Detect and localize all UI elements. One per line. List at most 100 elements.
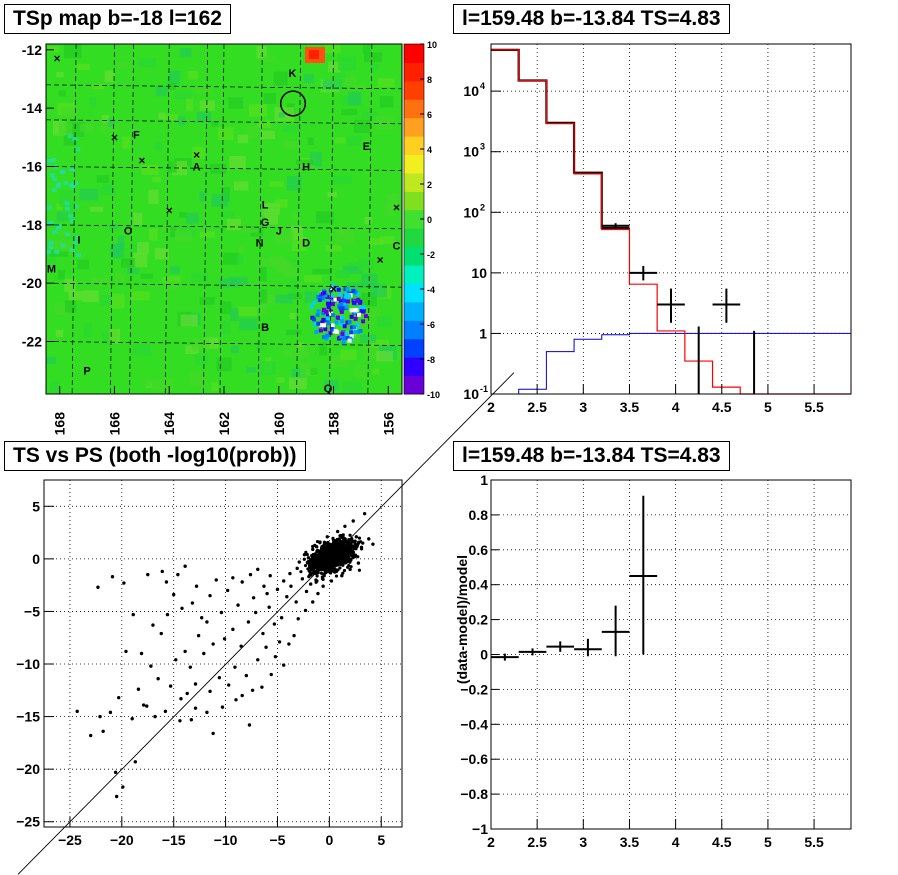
spectrum-y-tick-label: 10 [471, 265, 487, 281]
map-pixel [228, 97, 243, 109]
scatter-x-tick-label: −25 [58, 832, 82, 848]
map-pixel [312, 317, 317, 322]
map-pixel [56, 71, 64, 78]
map-grid-line [329, 43, 334, 395]
scatter-point [88, 733, 93, 738]
map-pixel [122, 136, 131, 150]
map-pixel [341, 334, 346, 339]
map-pixel [90, 206, 104, 212]
scatter-point [300, 577, 305, 581]
map-pixel [79, 123, 95, 132]
scatter-cluster-point [299, 570, 303, 574]
map-pixel [349, 314, 354, 319]
map-pixel [342, 324, 347, 329]
map-pixel [256, 120, 272, 128]
scatter-cluster-point [339, 556, 343, 560]
map-pixel [345, 320, 350, 325]
map-pixel [328, 288, 333, 293]
map-grid-line [45, 224, 403, 230]
ts-map-panel: K F E A H L G J N D O I C M B P Q × × × × × × × × -12 -14 -16 -18 -20… [0, 0, 449, 437]
map-pixel [230, 276, 248, 286]
spectrum-series-1 [491, 49, 851, 395]
spectrum-y-tick-exponent: 3 [480, 142, 485, 152]
map-pixel [341, 108, 358, 116]
map-pixel [287, 293, 303, 300]
map-pixel [89, 96, 96, 107]
map-source-marker: × [111, 130, 118, 144]
scatter-point [164, 580, 169, 584]
map-pixel [358, 306, 363, 311]
map-pixel [339, 334, 344, 339]
map-pixel [318, 294, 323, 299]
scatter-cluster-point [349, 558, 353, 562]
map-pixel [100, 295, 111, 306]
scatter-x-tick-label: −15 [162, 832, 186, 848]
scatter-point [141, 703, 146, 707]
map-pixel [246, 367, 257, 373]
map-x-tick-label: 158 [326, 412, 342, 436]
map-pixel [321, 335, 326, 340]
map-pixel [284, 349, 293, 357]
map-pixel [180, 314, 198, 327]
map-pixel [316, 321, 321, 326]
map-pixel [192, 338, 210, 351]
map-pixel [60, 169, 66, 174]
map-source-label: E [363, 141, 370, 153]
map-pixel [55, 183, 61, 188]
map-pixel [56, 212, 68, 221]
map-pixel [75, 253, 81, 258]
map-pixel [221, 320, 231, 335]
scatter-panel: −25 −20 −15 −10 −5 0 5 5 0 −5 −10 −15 −20 −25 TS vs P… [0, 372, 515, 875]
scatter-cluster-point [314, 564, 318, 568]
map-pixel [133, 212, 143, 226]
map-pixel [361, 111, 377, 119]
scatter-cluster [299, 533, 365, 584]
scatter-point [282, 663, 286, 667]
map-source-label: H [302, 162, 310, 174]
scatter-point [248, 572, 253, 577]
scatter-point [220, 705, 225, 709]
spectrum-x-tick-label: 2.5 [527, 399, 547, 415]
scatter-y-tick-label: −5 [24, 603, 40, 619]
map-pixel [359, 334, 377, 343]
map-pixel [61, 106, 76, 119]
residual-chart: 2 2.5 3 3.5 4 4.5 5 5.5 1 0.8 0.6 0.4 0.2 0 −0.2 −0.4 −0… [454, 472, 852, 850]
map-pixel [54, 250, 60, 255]
residual-x-tick-label: 3 [579, 834, 587, 850]
map-pixel [179, 48, 192, 58]
map-pixel [79, 188, 99, 201]
scatter-point [172, 592, 176, 597]
map-pixel [260, 266, 267, 282]
map-pixel [199, 297, 215, 305]
scatter-point [329, 579, 334, 583]
map-pixel [49, 381, 59, 394]
residual-y-tick-label: −0.2 [460, 681, 488, 697]
scatter-cluster-point [326, 555, 330, 560]
scatter-point [297, 560, 301, 564]
map-source-marker: × [53, 52, 60, 66]
map-pixel [51, 187, 57, 192]
map-pixel [339, 319, 344, 324]
spectrum-y-tick-label: 10 [463, 386, 479, 402]
scatter-cluster-point [339, 533, 343, 538]
map-pixel [286, 175, 302, 191]
map-pixel [325, 313, 330, 318]
map-pixel [73, 204, 79, 209]
scatter-cluster-point [357, 568, 362, 572]
scatter-point [233, 665, 237, 669]
colorbar-tick-label: -2 [427, 250, 435, 260]
map-pixel [155, 86, 168, 97]
scatter-point [256, 567, 260, 572]
scatter-x-tick-label: −20 [110, 832, 134, 848]
scatter-y-tick-label: −25 [16, 814, 40, 830]
residual-y-tick-label: 0.4 [469, 577, 489, 593]
map-pixel [195, 353, 208, 366]
scatter-point [200, 616, 204, 620]
scatter-cluster-point [333, 542, 337, 546]
spectrum-series-3 [491, 332, 851, 395]
residual-title: l=159.48 b=-13.84 TS=4.83 [453, 441, 730, 471]
map-source-label: K [288, 68, 296, 80]
scatter-point [108, 710, 113, 715]
spectrum-series-2 [491, 48, 630, 230]
spectrum-title: l=159.48 b=-13.84 TS=4.83 [453, 4, 730, 34]
